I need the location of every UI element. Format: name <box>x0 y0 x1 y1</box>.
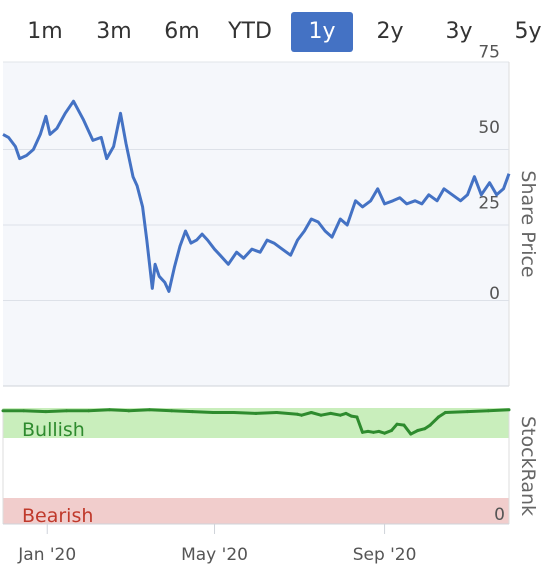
y-tick-label-0: 0 <box>489 284 500 304</box>
range-tab-2y[interactable]: 2y <box>376 19 404 44</box>
stockrank-line-segment <box>127 408 151 413</box>
time-range-tabs: 1m 3m 6m YTD 1y 2y 3y 5y <box>0 0 551 62</box>
x-tick-label-2: Sep '20 <box>353 545 417 565</box>
bearish-label: Bearish <box>22 505 93 527</box>
stockrank-line-segment <box>428 415 440 427</box>
range-tab-6m[interactable]: 6m <box>164 19 200 44</box>
rank-y-tick-label-0: 0 <box>494 505 505 525</box>
stockrank-line-segment <box>44 409 69 414</box>
range-tab-ytd[interactable]: YTD <box>228 19 272 44</box>
stockrank-line-segment <box>355 415 364 434</box>
stockrank-line-segment <box>232 411 258 415</box>
stockrank-line-segment <box>87 408 111 413</box>
range-tab-5y[interactable]: 5y <box>514 19 542 44</box>
y-tick-label-50: 50 <box>478 118 500 138</box>
y-tick-label-75: 75 <box>478 43 500 63</box>
stockrank-line-segment <box>486 408 511 413</box>
stockrank-line-segment <box>309 411 323 417</box>
stockrank-line-segment <box>466 409 490 414</box>
x-tick-label-0: Jan '20 <box>17 545 76 565</box>
stockrank-line-segment <box>319 411 333 417</box>
stockrank-line-segment <box>108 408 131 413</box>
stockrank-line-segment <box>329 411 342 417</box>
y-axis-title-stockrank: StockRank <box>517 416 539 516</box>
stockrank-line-segment <box>22 409 48 414</box>
price-plot-area <box>3 62 509 386</box>
range-tab-3m[interactable]: 3m <box>96 19 132 44</box>
range-tab-3y[interactable]: 3y <box>445 19 473 44</box>
y-axis-title-share-price: Share Price <box>517 170 539 277</box>
stockrank-line-segment <box>443 410 469 414</box>
stockrank-line-segment <box>402 423 413 436</box>
x-tick-label-1: May '20 <box>181 545 248 565</box>
bullish-label: Bullish <box>22 419 85 441</box>
stockrank-line-segment <box>254 411 279 415</box>
stockrank-line-segment <box>190 410 215 414</box>
range-tab-1m[interactable]: 1m <box>27 19 63 44</box>
y-tick-label-25: 25 <box>478 194 500 214</box>
stockrank-line-segment <box>148 408 174 413</box>
stockrank-line-segment <box>275 411 299 416</box>
range-tab-1y[interactable]: 1y <box>291 12 353 52</box>
share-price-line <box>2 99 511 293</box>
stockrank-line-segment <box>300 411 313 417</box>
bearish-band <box>3 498 509 524</box>
stockrank-line-segment <box>170 409 194 414</box>
